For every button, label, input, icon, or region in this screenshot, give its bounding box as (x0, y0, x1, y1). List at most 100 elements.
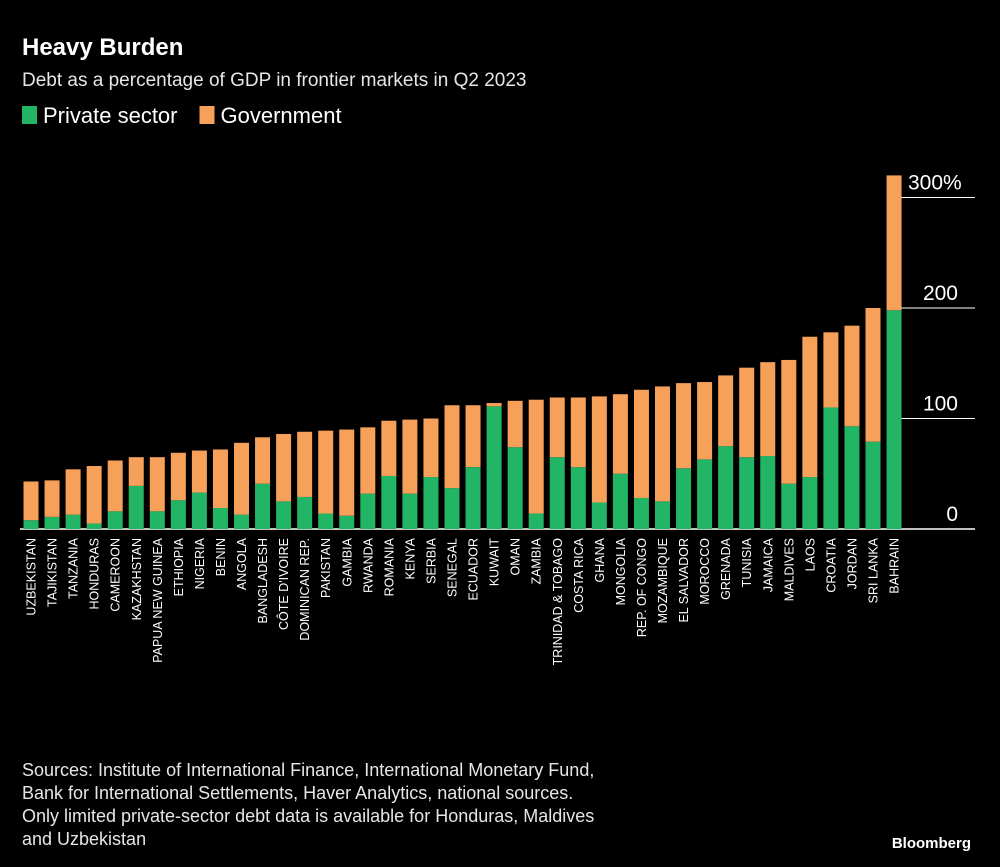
x-tick-label: ZAMBIA (530, 537, 544, 584)
bar-segment (760, 456, 776, 529)
chart-title: Heavy Burden (22, 34, 183, 61)
bar-segment (402, 419, 418, 494)
bar-segment (612, 394, 628, 474)
legend-swatch (22, 106, 37, 124)
x-tick-label: LAOS (803, 538, 817, 571)
legend-label: Government (221, 103, 342, 128)
x-tick-label: COSTA RICA (572, 537, 586, 612)
bar-segment (255, 483, 271, 529)
bar-segment (823, 407, 839, 529)
bar-segment (697, 382, 713, 460)
x-tick-label: TANZANIA (67, 537, 81, 599)
bar-segment (591, 396, 607, 503)
bar-segment (381, 475, 397, 529)
bar-segment (528, 513, 544, 529)
bar-segment (802, 477, 818, 529)
source-note: Bank for International Settlements, Have… (22, 783, 573, 803)
x-tick-label: TAJIKISTAN (46, 538, 60, 607)
x-tick-label: KAZAKHSTAN (130, 538, 144, 620)
x-tick-label: DOMINICAN REP. (298, 538, 312, 641)
x-tick-label: SERBIA (424, 537, 438, 584)
bar-segment (844, 426, 860, 529)
bar-segment (549, 397, 565, 458)
bar-segment (381, 420, 397, 476)
bar-segment (465, 467, 481, 529)
bar-segment (507, 400, 523, 448)
bar-segment (65, 469, 81, 515)
bar-segment (423, 418, 439, 478)
bar-segment (107, 460, 123, 512)
x-tick-label: HONDURAS (88, 538, 102, 610)
bar-segment (781, 483, 797, 529)
bar-segment (128, 485, 144, 529)
x-tick-label: EL SALVADOR (677, 538, 691, 623)
source-note: Only limited private-sector debt data is… (22, 806, 594, 826)
x-tick-label: NIGERIA (193, 537, 207, 589)
bar-segment (760, 362, 776, 457)
x-tick-label: ETHIOPIA (172, 537, 186, 596)
bar-segment (718, 446, 734, 529)
x-tick-label: JAMAICA (761, 537, 775, 592)
bar-segment (149, 457, 165, 512)
x-tick-label: MOROCCO (698, 538, 712, 605)
bar-segment (44, 480, 60, 517)
bar-segment (318, 513, 334, 529)
legend-label: Private sector (43, 103, 178, 128)
x-tick-label: REP. OF CONGO (635, 538, 649, 637)
x-tick-label: TUNISIA (740, 537, 754, 587)
x-tick-label: ROMANIA (382, 537, 396, 596)
bar-segment (591, 502, 607, 529)
x-tick-label: UZBEKISTAN (25, 538, 39, 616)
bar-segment (23, 520, 39, 529)
x-tick-label: SENEGAL (446, 538, 460, 597)
bar-segment (739, 457, 755, 529)
bar-segment (170, 500, 186, 529)
bar-segment (444, 405, 460, 489)
bar-segment (234, 514, 249, 529)
x-tick-label: OMAN (509, 538, 523, 576)
bar-segment (339, 515, 355, 529)
bar-segment (255, 437, 271, 484)
bar-segment (23, 481, 39, 521)
x-tick-label: CAMEROON (109, 538, 123, 612)
bar-segment (339, 429, 355, 516)
bar-segment (297, 496, 313, 529)
bar-segment (191, 450, 207, 493)
bar-segment (212, 508, 228, 529)
bar-segment (402, 493, 418, 529)
bar-segment (86, 466, 102, 524)
bar-segment (486, 403, 502, 407)
x-tick-label: SRI LANKA (867, 537, 881, 603)
x-tick-label: BAHRAIN (888, 538, 902, 594)
bar-segment (486, 406, 502, 529)
x-tick-label: RWANDA (361, 537, 375, 593)
bar-segment (44, 516, 60, 529)
x-tick-label: KUWAIT (488, 538, 502, 587)
bar-segment (128, 457, 144, 486)
x-tick-label: PAKISTAN (319, 538, 333, 598)
bar-segment (633, 498, 649, 529)
x-tick-label: MALDIVES (782, 538, 796, 601)
bar-segment (676, 468, 692, 529)
x-tick-label: BANGLADESH (256, 538, 270, 623)
legend-swatch (199, 106, 215, 124)
bar-segment (549, 457, 565, 529)
x-tick-label: ANGOLA (235, 537, 249, 590)
bar-segment (886, 310, 902, 529)
bar-segment (612, 473, 628, 529)
bar-segment (718, 375, 734, 447)
bar-segment (65, 514, 81, 529)
bar-segment (276, 433, 292, 502)
source-note: and Uzbekistan (22, 829, 146, 849)
legend: Private sector Government (22, 103, 342, 128)
y-tick-label: 300% (908, 172, 962, 195)
chart-subtitle: Debt as a percentage of GDP in frontier … (22, 70, 526, 91)
bar-segment (276, 501, 292, 529)
x-tick-label: MONGOLIA (614, 537, 628, 605)
bar-segment (865, 441, 881, 529)
source-note: Sources: Institute of International Fina… (22, 760, 594, 780)
x-tick-label: KENYA (403, 537, 417, 579)
x-tick-label: ECUADOR (467, 538, 481, 601)
x-tick-label: PAPUA NEW GUINEA (151, 537, 165, 662)
